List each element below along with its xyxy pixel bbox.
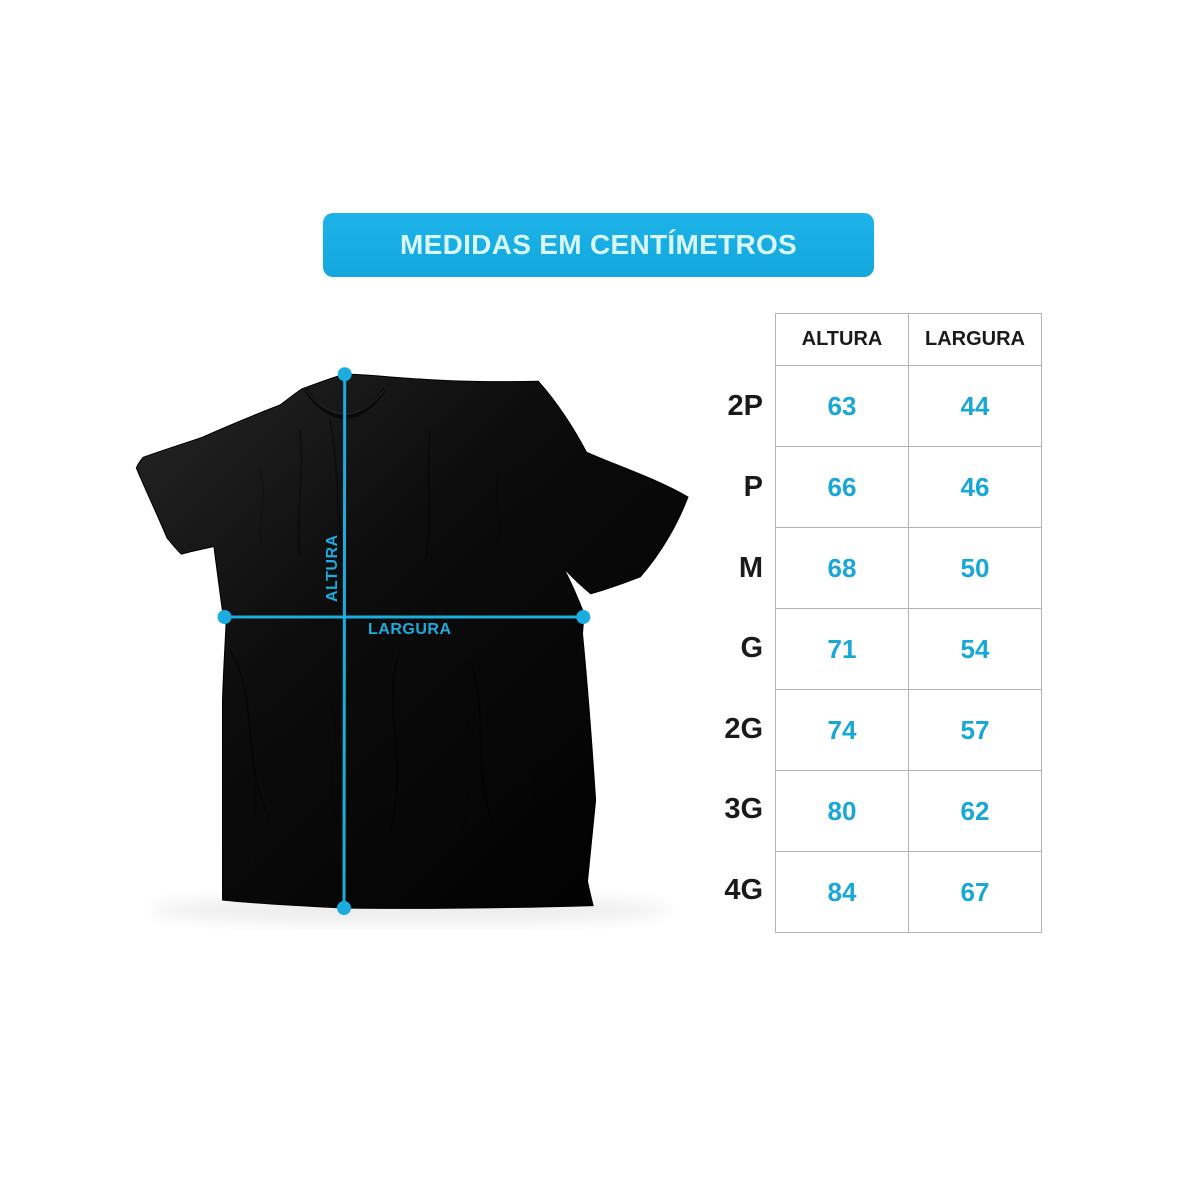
svg-text:LARGURA: LARGURA <box>368 621 452 638</box>
svg-text:ALTURA: ALTURA <box>324 534 341 602</box>
